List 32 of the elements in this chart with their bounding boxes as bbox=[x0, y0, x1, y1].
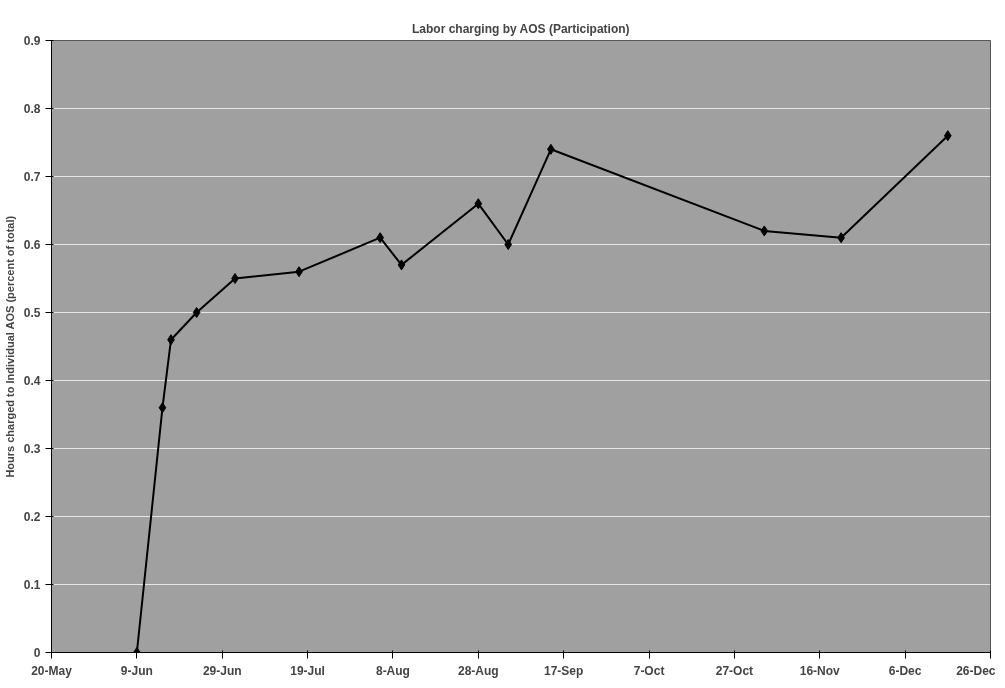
y-tick-label: 0.2 bbox=[23, 510, 41, 524]
x-tick-label: 17-Sep bbox=[544, 663, 584, 678]
x-tick-label: 27-Oct bbox=[715, 663, 754, 678]
point bbox=[397, 259, 406, 271]
point bbox=[504, 239, 513, 250]
x-tick-label: 19-Jul bbox=[290, 663, 325, 678]
x-tick-label: 8-Aug bbox=[375, 663, 410, 678]
y-tick-label: 0 bbox=[33, 646, 41, 660]
point bbox=[943, 130, 952, 142]
point bbox=[158, 402, 167, 414]
y-tick-label: 0.3 bbox=[23, 442, 41, 456]
x-tick-label: 26-Dec bbox=[956, 663, 996, 678]
y-axis-title: Hours charged to Individual AOS (percent of total) bbox=[3, 215, 16, 478]
x-tick-label: 6-Dec bbox=[888, 663, 922, 678]
point bbox=[231, 273, 239, 284]
x-tick-label: 16-Nov bbox=[799, 663, 841, 678]
x-tick-label: 29-Jun bbox=[202, 663, 242, 678]
chart-title: Labor charging by AOS (Participation) bbox=[411, 21, 630, 36]
y-tick-label: 0.1 bbox=[23, 578, 41, 592]
point bbox=[474, 198, 483, 210]
x-tick-label: 20-May bbox=[31, 663, 73, 678]
y-tick-label: 0.9 bbox=[23, 34, 41, 48]
point bbox=[760, 225, 769, 237]
y-tick-label: 0.4 bbox=[23, 374, 41, 388]
y-tick-label: 0.5 bbox=[23, 306, 41, 320]
point bbox=[192, 307, 201, 318]
y-tick-label: 0.7 bbox=[23, 170, 41, 184]
y-tick-label: 0.6 bbox=[23, 238, 41, 252]
y-tick-label: 0.8 bbox=[23, 102, 41, 116]
x-tick-label: 28-Aug bbox=[457, 663, 499, 678]
x-tick-label: 7-Oct bbox=[633, 663, 665, 678]
x-tick-label: 9-Jun bbox=[120, 663, 153, 678]
